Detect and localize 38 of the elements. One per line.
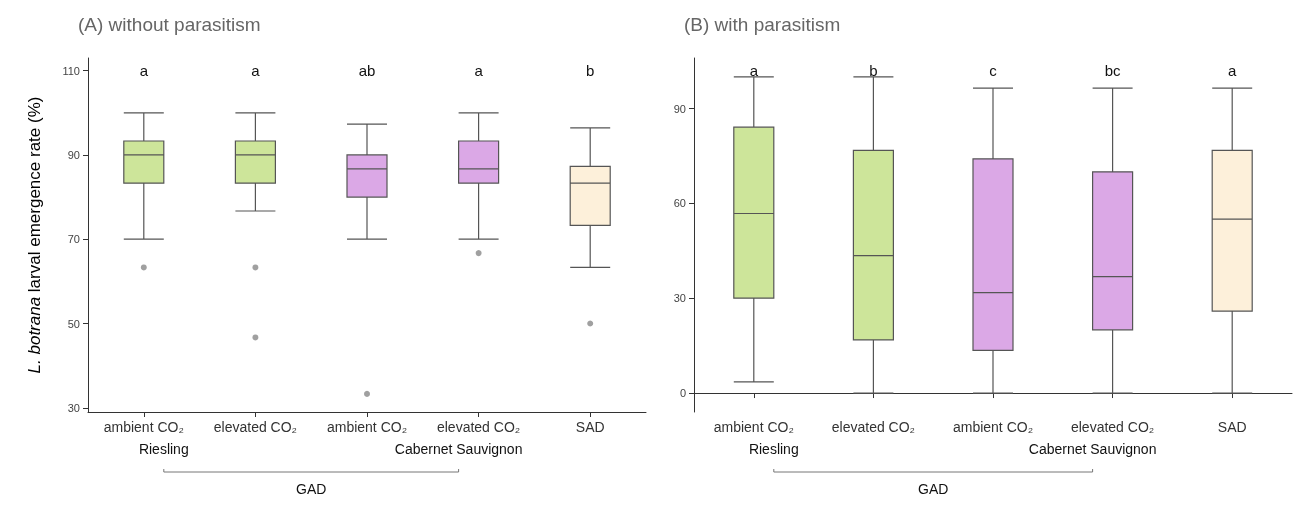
y-tick-label: 60: [673, 197, 686, 210]
annotation: bc: [1104, 61, 1122, 79]
x-tick-label: ambient CO₂: [952, 419, 1034, 435]
text: Riesling: [138, 441, 189, 457]
x-tick-label: elevated CO₂: [831, 419, 916, 435]
x-tick-label: elevated CO₂: [1070, 419, 1155, 435]
x-tick-label: SAD: [575, 419, 605, 435]
annotation: a: [251, 61, 261, 79]
y-tick-label: 70: [67, 233, 80, 246]
text: Cabernet Sauvignon: [1028, 441, 1157, 457]
x-tick-label: elevated CO₂: [213, 419, 298, 435]
y-tick-label: 30: [673, 292, 686, 305]
annotation: a: [749, 61, 759, 79]
annotation: a: [474, 61, 484, 79]
text: Riesling: [748, 441, 799, 457]
annotation: b: [586, 61, 595, 79]
x-tick-label: elevated CO₂: [436, 419, 521, 435]
annotation: a: [1228, 61, 1238, 79]
y-tick-label: 30: [67, 401, 80, 414]
x-tick-label: ambient CO₂: [103, 419, 184, 435]
text: Cabernet Sauvignon: [394, 441, 523, 457]
y-tick-label: 110: [62, 64, 80, 77]
annotation: ab: [358, 61, 376, 79]
annotation: c: [989, 61, 998, 79]
x-tick-label: SAD: [1217, 419, 1247, 435]
x-tick-label: ambient CO₂: [326, 419, 408, 435]
text: GAD: [296, 481, 327, 497]
y-tick-label: 90: [673, 102, 686, 115]
y-tick-label: 90: [67, 148, 80, 161]
chart-title: (A) without parasitism: [78, 14, 261, 35]
chart-title: (B) with parasitism: [684, 14, 841, 35]
x-tick-label: ambient CO₂: [713, 419, 794, 435]
annotation: a: [139, 61, 149, 79]
y-axis-title: L. botrana larval emergence rate (%): [25, 96, 44, 374]
y-tick-label: 50: [67, 317, 80, 330]
text: GAD: [918, 481, 949, 497]
y-tick-label: 0: [679, 387, 686, 400]
annotation: b: [869, 61, 878, 79]
